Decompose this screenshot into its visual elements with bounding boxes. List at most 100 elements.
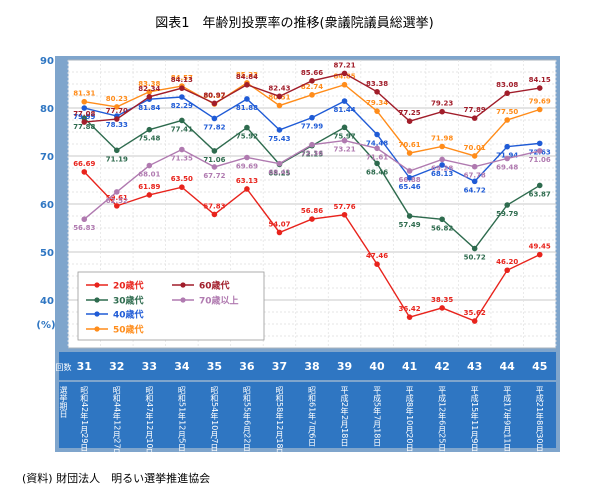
data-label: 68.46 xyxy=(366,168,388,176)
data-point xyxy=(81,98,88,105)
election-date-label: 平成2年2月18日 xyxy=(340,386,349,447)
election-index-label: 36 xyxy=(239,360,255,373)
election-index-label: 42 xyxy=(434,360,449,373)
election-date-label: 昭和61年7月6日 xyxy=(308,386,317,447)
data-point xyxy=(504,117,511,123)
legend-marker xyxy=(94,311,100,317)
data-label: 71.19 xyxy=(106,155,128,163)
election-date-label: 平成8年10月20日 xyxy=(405,386,414,452)
chart-title: 図表1 年齢別投票率の推移(衆議院議員総選挙) xyxy=(155,16,434,31)
data-label: 83.08 xyxy=(496,81,518,89)
data-point xyxy=(276,102,283,109)
y-tick-label: 80 xyxy=(40,104,54,115)
data-label: 80.23 xyxy=(106,95,128,103)
data-point xyxy=(341,70,348,77)
data-point xyxy=(439,143,445,150)
election-index-label: 34 xyxy=(174,360,190,373)
data-label: 71.06 xyxy=(529,156,551,164)
data-point xyxy=(471,178,478,185)
data-point xyxy=(146,126,153,133)
row-header-date xyxy=(59,382,68,448)
data-label: 71.94 xyxy=(496,152,518,160)
data-label: 72.36 xyxy=(301,150,323,158)
data-label: 77.82 xyxy=(203,123,225,131)
data-label: 70.61 xyxy=(399,141,421,149)
data-point xyxy=(504,202,511,208)
election-index-label: 44 xyxy=(500,360,516,373)
data-label: 85.23 xyxy=(236,71,258,79)
data-label: 82.29 xyxy=(171,102,193,110)
data-label: 87.21 xyxy=(333,61,355,69)
data-point xyxy=(276,127,283,133)
data-point xyxy=(146,192,153,198)
data-label: 77.08 xyxy=(73,110,95,118)
data-label: 79.23 xyxy=(431,100,453,108)
data-label: 46.20 xyxy=(496,258,518,266)
data-label: 56.82 xyxy=(431,224,453,232)
data-label: 36.42 xyxy=(399,305,421,313)
data-label: 80.97 xyxy=(203,91,225,99)
data-label: 59.61 xyxy=(106,194,128,202)
source-note: (資料) 財団法人 明るい選挙推進協会 xyxy=(22,472,211,485)
y-tick-label: 40 xyxy=(40,296,54,307)
data-label: 35.62 xyxy=(464,309,486,317)
data-label: 75.97 xyxy=(333,132,355,140)
data-point xyxy=(439,305,445,311)
election-date-label: 平成5年7月18日 xyxy=(373,386,382,447)
data-label: 63.13 xyxy=(236,177,258,185)
data-point xyxy=(309,216,315,222)
legend-marker xyxy=(94,282,100,288)
data-label: 66.88 xyxy=(399,176,421,184)
election-date-label: 昭和58年12月18日 xyxy=(275,386,284,458)
data-label: 83.38 xyxy=(138,80,160,88)
data-point xyxy=(374,261,380,267)
data-label: 50.72 xyxy=(464,254,486,262)
data-label: 68.41 xyxy=(268,169,290,177)
legend-label: 40歳代 xyxy=(113,309,144,321)
data-point xyxy=(114,147,120,154)
data-label: 81.88 xyxy=(236,104,258,112)
data-point xyxy=(81,216,88,223)
data-label: 77.50 xyxy=(496,108,518,116)
data-label: 69.28 xyxy=(431,164,453,172)
data-label: 66.69 xyxy=(73,160,95,168)
data-label: 67.72 xyxy=(203,172,225,180)
data-label: 77.41 xyxy=(171,125,193,133)
data-point xyxy=(276,229,283,236)
data-label: 70.01 xyxy=(464,144,486,152)
data-point xyxy=(81,105,88,111)
data-point xyxy=(536,251,543,258)
data-point xyxy=(244,81,250,88)
data-label: 75.43 xyxy=(268,135,290,143)
election-index-row xyxy=(68,352,556,380)
data-point xyxy=(146,88,153,95)
data-label: 81.84 xyxy=(138,104,160,112)
data-label: 67.78 xyxy=(464,172,486,180)
data-point xyxy=(504,267,511,274)
data-point xyxy=(211,148,218,154)
data-point xyxy=(536,182,543,189)
data-label: 59.79 xyxy=(496,210,518,218)
legend-marker xyxy=(180,297,186,303)
data-label: 85.66 xyxy=(301,69,323,77)
data-point xyxy=(309,114,315,121)
data-label: 68.13 xyxy=(431,170,453,178)
data-label: 56.83 xyxy=(73,224,95,232)
data-point xyxy=(341,137,348,144)
data-point xyxy=(309,78,315,84)
data-point xyxy=(374,145,380,152)
data-label: 77.99 xyxy=(301,123,323,131)
data-point xyxy=(536,148,543,154)
data-point xyxy=(276,160,283,167)
data-label: 56.86 xyxy=(301,207,323,215)
data-label: 75.92 xyxy=(236,133,258,141)
data-point xyxy=(504,143,511,150)
data-label: 49.45 xyxy=(529,243,551,251)
election-index-label: 31 xyxy=(77,360,92,373)
data-label: 84.84 xyxy=(236,73,258,81)
data-point xyxy=(179,85,185,91)
data-label: 47.46 xyxy=(366,252,388,260)
data-point xyxy=(536,140,543,147)
election-index-label: 43 xyxy=(467,360,482,373)
